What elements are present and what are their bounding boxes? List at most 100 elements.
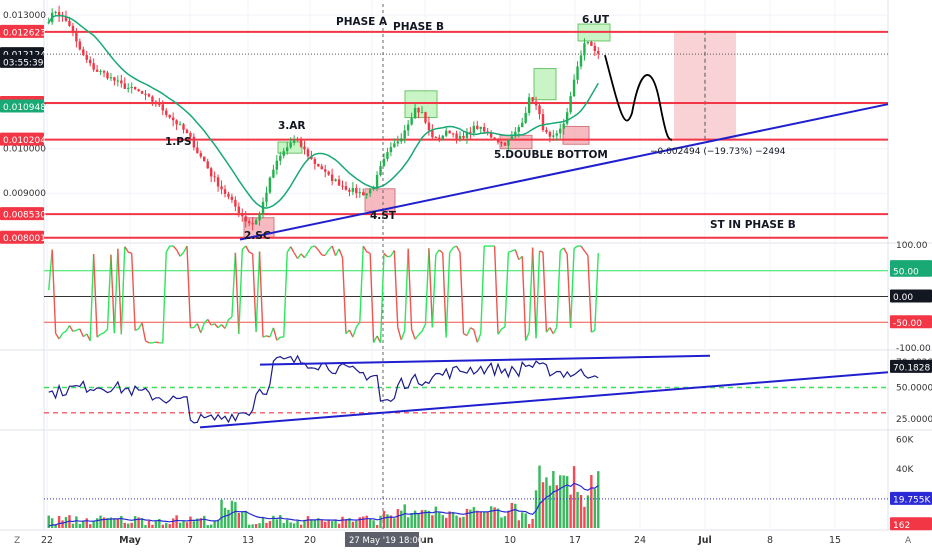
candle-body[interactable] [293, 140, 295, 143]
candle-body[interactable] [286, 147, 288, 151]
candle-body[interactable] [459, 136, 461, 139]
candle-body[interactable] [231, 197, 233, 200]
candle-body[interactable] [289, 143, 291, 147]
candle-body[interactable] [276, 161, 278, 170]
candle-body[interactable] [583, 43, 585, 55]
candle-body[interactable] [207, 161, 209, 168]
candle-body[interactable] [103, 71, 105, 73]
candle-body[interactable] [186, 130, 188, 133]
candle-body[interactable] [383, 159, 385, 166]
candle-body[interactable] [414, 108, 416, 118]
candle-body[interactable] [386, 152, 388, 159]
candle-body[interactable] [462, 136, 464, 138]
candle-body[interactable] [594, 46, 596, 51]
candle-body[interactable] [217, 177, 219, 186]
candle-body[interactable] [431, 130, 433, 137]
candle-body[interactable] [317, 164, 319, 166]
candle-body[interactable] [435, 137, 437, 138]
candle-body[interactable] [521, 123, 523, 127]
candle-body[interactable] [99, 71, 101, 72]
candle-body[interactable] [238, 207, 240, 213]
candle-body[interactable] [445, 131, 447, 136]
candle-body[interactable] [559, 129, 561, 134]
candle-body[interactable] [504, 143, 506, 146]
candle-body[interactable] [68, 21, 70, 26]
candle-body[interactable] [545, 130, 547, 132]
candle-body[interactable] [476, 126, 478, 129]
candle-body[interactable] [127, 88, 129, 89]
candle-body[interactable] [279, 156, 281, 161]
candle-body[interactable] [379, 166, 381, 175]
candle-body[interactable] [507, 139, 509, 145]
candle-body[interactable] [155, 102, 157, 104]
oscillator-panel-2[interactable] [44, 356, 888, 428]
candle-body[interactable] [511, 136, 513, 139]
candle-body[interactable] [576, 66, 578, 79]
candle-body[interactable] [573, 80, 575, 96]
candle-body[interactable] [535, 102, 537, 106]
candle-body[interactable] [587, 42, 589, 43]
candle-body[interactable] [542, 114, 544, 130]
candle-body[interactable] [538, 105, 540, 114]
candle-body[interactable] [151, 97, 153, 102]
candle-body[interactable] [448, 131, 450, 134]
candle-body[interactable] [72, 26, 74, 33]
candle-body[interactable] [269, 178, 271, 193]
candle-body[interactable] [130, 87, 132, 88]
candle-body[interactable] [48, 22, 50, 23]
candle-body[interactable] [314, 159, 316, 164]
candle-body[interactable] [82, 49, 84, 55]
candle-body[interactable] [193, 137, 195, 148]
osc2-lower-trendline[interactable] [200, 372, 888, 427]
candle-body[interactable] [96, 70, 98, 72]
candle-body[interactable] [362, 192, 364, 195]
candle-body[interactable] [227, 194, 229, 197]
candle-body[interactable] [245, 216, 247, 221]
candle-body[interactable] [144, 94, 146, 95]
candle-body[interactable] [179, 124, 181, 125]
candle-body[interactable] [400, 138, 402, 141]
candle-body[interactable] [54, 12, 56, 13]
candle-body[interactable] [307, 149, 309, 156]
candle-body[interactable] [524, 113, 526, 123]
candle-body[interactable] [196, 147, 198, 153]
candle-body[interactable] [255, 220, 257, 224]
candle-body[interactable] [172, 117, 174, 120]
candle-body[interactable] [483, 127, 485, 131]
candle-body[interactable] [531, 97, 533, 101]
candle-body[interactable] [421, 112, 423, 113]
candle-body[interactable] [134, 87, 136, 89]
candle-body[interactable] [117, 81, 119, 82]
candle-body[interactable] [113, 77, 115, 80]
candle-body[interactable] [452, 133, 454, 134]
candle-body[interactable] [341, 186, 343, 187]
volume-panel[interactable] [44, 466, 888, 528]
candle-body[interactable] [110, 77, 112, 78]
candle-body[interactable] [331, 175, 333, 181]
candle-body[interactable] [590, 42, 592, 46]
candle-body[interactable] [148, 94, 150, 96]
candle-body[interactable] [338, 179, 340, 185]
candle-body[interactable] [345, 186, 347, 190]
candle-body[interactable] [393, 143, 395, 147]
candle-body[interactable] [283, 151, 285, 156]
candle-body[interactable] [124, 83, 126, 88]
candle-body[interactable] [175, 120, 177, 124]
candle-body[interactable] [417, 108, 419, 112]
candle-body[interactable] [566, 112, 568, 123]
candle-body[interactable] [296, 140, 298, 141]
candle-body[interactable] [497, 140, 499, 142]
candle-body[interactable] [438, 138, 440, 139]
candle-body[interactable] [580, 55, 582, 66]
candle-body[interactable] [455, 134, 457, 139]
candle-body[interactable] [469, 132, 471, 133]
candle-body[interactable] [562, 124, 564, 129]
candle-body[interactable] [158, 104, 160, 105]
candle-body[interactable] [79, 41, 81, 49]
candle-body[interactable] [556, 133, 558, 135]
candle-body[interactable] [355, 188, 357, 193]
candle-body[interactable] [493, 138, 495, 141]
candle-body[interactable] [397, 141, 399, 143]
candle-body[interactable] [220, 186, 222, 189]
